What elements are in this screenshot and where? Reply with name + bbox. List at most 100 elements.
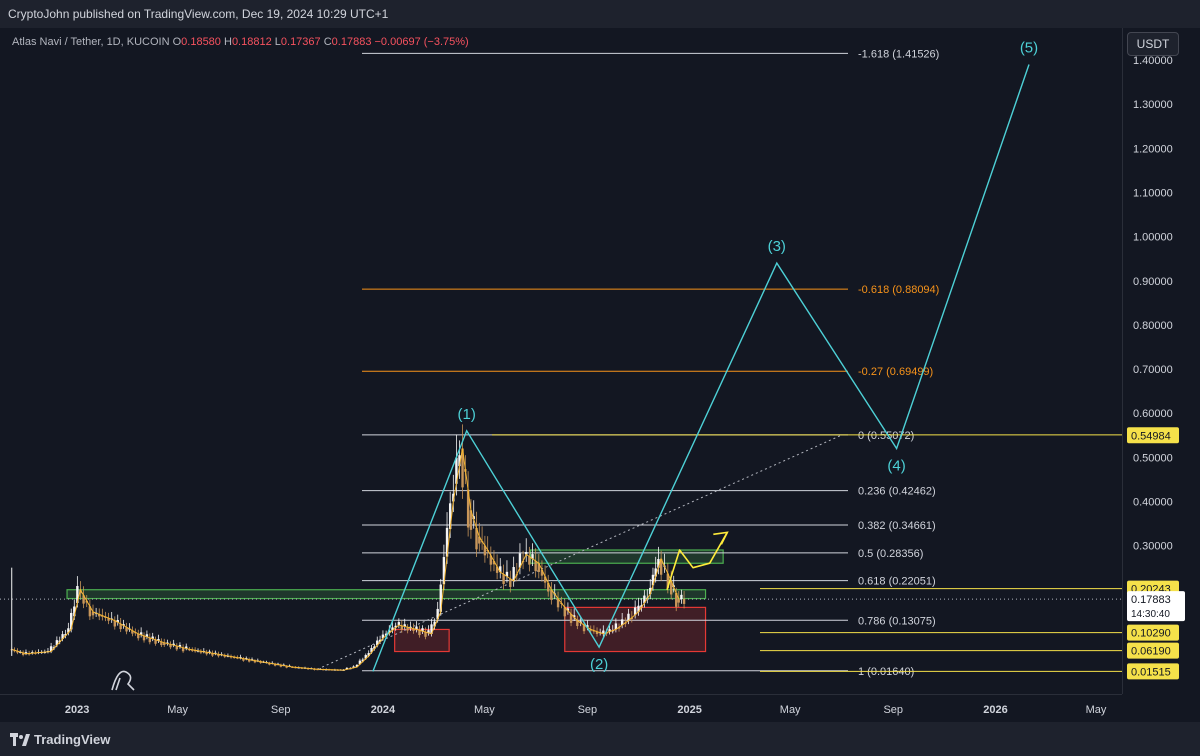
candle-body bbox=[73, 606, 76, 617]
price-tick-label-5: 0.60000 bbox=[1133, 408, 1173, 420]
candle-body bbox=[160, 641, 163, 646]
candle-body bbox=[55, 640, 59, 646]
time-tick-label-3: 2024 bbox=[371, 704, 396, 716]
candle-body bbox=[637, 605, 640, 612]
candle-body bbox=[185, 646, 188, 649]
candle-body bbox=[537, 563, 540, 572]
candle-body bbox=[442, 557, 446, 585]
footer-bar: TradingView bbox=[0, 722, 1200, 756]
candle-body bbox=[273, 664, 277, 666]
price-series-line bbox=[11, 448, 680, 671]
candle-body bbox=[483, 545, 487, 556]
price-tick-label-9: 1.00000 bbox=[1133, 232, 1173, 244]
wave-label-1: (2) bbox=[590, 656, 608, 673]
wave-label-0: (1) bbox=[458, 406, 476, 423]
candle-body bbox=[137, 633, 140, 639]
candle-body bbox=[172, 643, 175, 646]
candle-body bbox=[313, 668, 316, 670]
candle-body bbox=[436, 608, 439, 620]
time-axis-svg: 2023 May Sep 2024 May Sep 2025 May Sep 2026 May bbox=[65, 704, 1107, 716]
price-axis[interactable]: 0.100000.200000.300000.400000.500000.600… bbox=[1122, 28, 1200, 694]
last-price-label: 0.17883 bbox=[1131, 594, 1171, 606]
candle-body bbox=[433, 621, 436, 627]
candle-body bbox=[589, 629, 592, 631]
candle-body bbox=[367, 653, 370, 656]
price-chart[interactable]: -1.618 (1.41526) -0.618 (0.88094) -0.27 (0… bbox=[0, 28, 1122, 694]
candle-body bbox=[355, 664, 359, 667]
candle-body bbox=[466, 489, 470, 528]
open-label: O bbox=[172, 36, 182, 48]
candle-body bbox=[415, 626, 418, 630]
fib-level-label-6: 0.5 (0.28356) bbox=[858, 548, 923, 560]
candle-body bbox=[489, 555, 493, 565]
fib-level-label-1: -0.618 (0.88094) bbox=[858, 284, 939, 296]
candle-body bbox=[579, 621, 582, 623]
candle-body bbox=[131, 630, 134, 634]
candle-body bbox=[233, 657, 236, 659]
candle-body bbox=[563, 607, 566, 617]
projection-arrowhead bbox=[713, 531, 729, 545]
candle-body bbox=[199, 651, 203, 653]
time-tick-label-4: May bbox=[474, 704, 495, 716]
fib-level-label-0: -1.618 (1.41526) bbox=[858, 48, 939, 60]
candle-body bbox=[586, 625, 589, 628]
candle-body bbox=[70, 612, 73, 630]
candle-body bbox=[421, 628, 424, 632]
candle-body bbox=[21, 652, 25, 655]
candle-body bbox=[475, 527, 478, 550]
fib-level-label-5: 0.382 (0.34661) bbox=[858, 520, 936, 532]
candle-body bbox=[540, 569, 544, 576]
price-tick-label-6: 0.70000 bbox=[1133, 364, 1173, 376]
price-tick-label-12: 1.30000 bbox=[1133, 99, 1173, 111]
candle-body bbox=[602, 630, 605, 634]
candle-body bbox=[659, 558, 663, 575]
candle-body bbox=[458, 455, 461, 467]
candle-body bbox=[358, 660, 362, 665]
candle-body bbox=[455, 457, 458, 484]
candle-body bbox=[394, 625, 397, 628]
candle-body bbox=[16, 651, 19, 653]
currency-button[interactable]: USDT bbox=[1127, 32, 1179, 56]
symbol-legend: Atlas Navi / Tether, 1D, KUCOIN O0.18580… bbox=[12, 36, 469, 48]
candle-body bbox=[139, 632, 143, 635]
chart-area[interactable]: -1.618 (1.41526) -0.618 (0.88094) -0.27 (0… bbox=[0, 28, 1122, 694]
candle-body bbox=[236, 657, 239, 659]
candle-body bbox=[388, 630, 391, 633]
low-value: 0.17367 bbox=[280, 36, 321, 48]
candle-body bbox=[242, 658, 245, 661]
candle-body bbox=[654, 568, 657, 577]
price-tag-label-3: 0.06190 bbox=[1131, 646, 1171, 658]
candle-body bbox=[657, 559, 660, 568]
zone-green-0 bbox=[66, 589, 707, 600]
candle-body bbox=[107, 618, 110, 621]
time-axis[interactable]: 2023 May Sep 2024 May Sep 2025 May Sep 2026 May bbox=[0, 694, 1122, 723]
candle-body bbox=[576, 620, 579, 626]
candle-body bbox=[531, 554, 534, 559]
candle-body bbox=[88, 606, 92, 617]
candle-body bbox=[469, 510, 473, 530]
candle-body bbox=[217, 654, 220, 657]
price-tick-label-2: 0.30000 bbox=[1133, 541, 1173, 553]
price-tag-label-0: 0.54984 bbox=[1131, 430, 1171, 442]
candle-body bbox=[649, 587, 652, 595]
candle-body bbox=[424, 632, 427, 637]
candle-body bbox=[125, 627, 128, 632]
candle-body bbox=[384, 633, 388, 636]
candle-body bbox=[142, 635, 146, 641]
trendline bbox=[317, 434, 842, 670]
price-tag-box-0 bbox=[1127, 427, 1179, 444]
footer-brand: TradingView bbox=[34, 732, 111, 747]
candle-body bbox=[193, 650, 197, 652]
candle-body bbox=[528, 556, 531, 565]
candle-body bbox=[122, 624, 125, 626]
candle-body bbox=[376, 640, 379, 646]
candle-body bbox=[31, 652, 34, 654]
publisher-text: CryptoJohn published on TradingView.com,… bbox=[8, 7, 389, 21]
last-price-box bbox=[1127, 591, 1185, 622]
publisher-bar: CryptoJohn published on TradingView.com,… bbox=[0, 0, 1200, 28]
candle-body bbox=[98, 614, 101, 617]
price-tag-box-3 bbox=[1127, 642, 1179, 659]
candle-body bbox=[211, 653, 214, 656]
candle-body bbox=[253, 660, 257, 663]
candle-body bbox=[427, 630, 430, 633]
